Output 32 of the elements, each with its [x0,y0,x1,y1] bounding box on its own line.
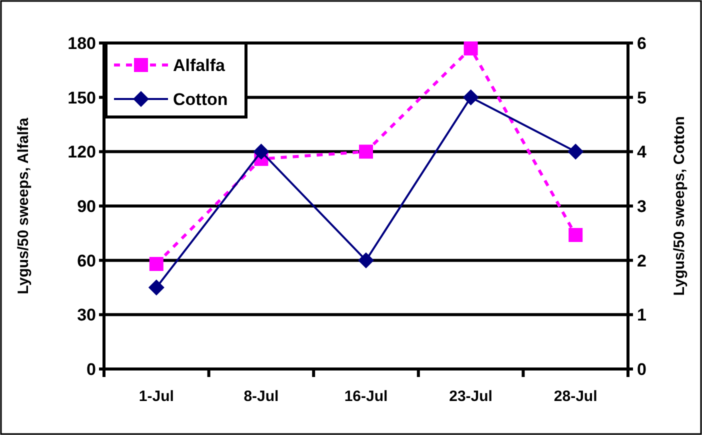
point [148,280,164,296]
y2-axis-title: Lygus/50 sweeps, Cotton [671,116,688,296]
x-tick-label: 23-Jul [449,388,492,405]
x-tick-label: 1-Jul [138,388,174,405]
x-tick-label: 16-Jul [344,388,388,405]
y2-tick-label: 1 [637,306,646,325]
point [464,41,478,56]
point [462,89,479,106]
y2-tick-label: 6 [637,34,646,53]
y-tick-label: 90 [77,196,96,216]
y-tick-label: 150 [68,88,96,108]
legend-label: Cotton [173,90,228,109]
y2-tick-label: 0 [637,360,646,379]
y-tick-label: 120 [68,142,96,162]
y-tick-label: 0 [86,360,96,379]
legend-label: Alfalfa [173,56,226,75]
point [568,144,584,160]
x-tick-label: 28-Jul [554,388,598,405]
y-tick-label: 60 [77,251,96,270]
point [568,228,583,242]
y2-tick-label: 2 [637,251,646,270]
point [253,144,270,160]
y2-tick-label: 3 [637,196,646,216]
point [358,252,374,268]
y-tick-label: 30 [77,306,96,325]
y2-tick-label: 4 [637,142,647,162]
point [149,256,164,271]
point [359,144,373,159]
x-tick-label: 8-Jul [244,388,279,405]
y-axis-title: Lygus/50 sweeps, Alfalfa [15,117,32,294]
y-tick-label: 180 [68,34,96,53]
y2-tick-label: 5 [637,88,646,108]
